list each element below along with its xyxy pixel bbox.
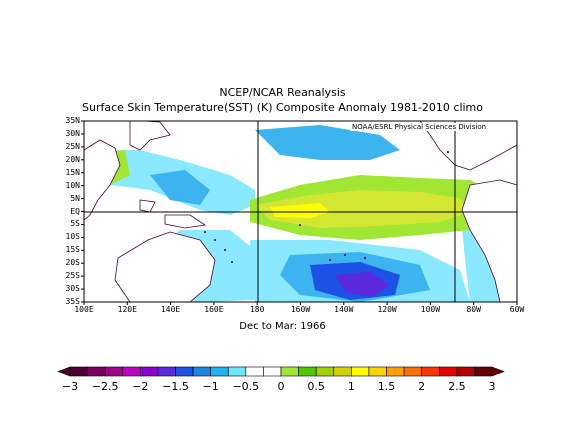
colorbar-tick-label: 0.5 xyxy=(307,380,325,393)
period-label: Dec to Mar: 1966 xyxy=(239,321,326,332)
colorbar-swatch xyxy=(157,366,176,377)
lat-label: 35N xyxy=(65,116,80,125)
colorbar-tick-label: 2 xyxy=(418,380,426,393)
colorbar-min-arrow xyxy=(57,366,71,377)
lon-label: 140E xyxy=(160,305,181,314)
colorbar-tick-label: 1 xyxy=(347,380,355,393)
lat-label: 20S xyxy=(65,258,80,268)
colorbar-tick-label: −0.5 xyxy=(232,380,260,393)
axis-ticks xyxy=(81,120,518,305)
colorbar-swatch xyxy=(87,366,106,377)
lat-label: 25N xyxy=(65,141,80,151)
lon-label: 180 xyxy=(249,305,265,314)
colorbar-tick-label: −2 xyxy=(132,380,149,393)
colorbar-swatch xyxy=(245,366,264,377)
colorbar-max-arrow xyxy=(491,366,505,377)
cool-region-north xyxy=(255,125,400,160)
lat-label: 10S xyxy=(65,232,80,242)
lat-label: 15S xyxy=(65,245,80,255)
colorbar-swatch xyxy=(386,366,405,377)
lon-label: 80W xyxy=(466,305,481,314)
lon-label: 100E xyxy=(74,305,94,314)
colorbar-tick-label: 2.5 xyxy=(448,380,466,393)
colorbar-tick-label: 1.5 xyxy=(377,380,396,393)
map-title-line2: Surface Skin Temperature(SST) (K) Compos… xyxy=(81,101,484,114)
colorbar-swatch xyxy=(104,366,124,377)
colorbar-swatch xyxy=(315,366,335,377)
new-guinea-land xyxy=(164,214,207,229)
colorbar-swatch xyxy=(368,366,387,377)
lon-label: 120W xyxy=(377,305,397,314)
colorbar-tick-label: −1.5 xyxy=(162,380,189,393)
colorbar-swatch xyxy=(474,366,493,377)
colorbar-swatch xyxy=(456,366,475,377)
south-america-land xyxy=(461,179,517,302)
credit-label: NOAA/ESRL Physical Sciences Division xyxy=(350,123,489,131)
colorbar-tick-label: −2.5 xyxy=(91,380,119,393)
colorbar-swatch xyxy=(351,366,370,377)
colorbar-tick-label: 0 xyxy=(277,380,285,393)
colorbar-swatch xyxy=(122,366,141,377)
lat-label: 15N xyxy=(65,167,80,177)
lon-label: 160E xyxy=(204,305,224,314)
colorbar-swatch xyxy=(210,366,229,377)
colorbar-tick-label: −1 xyxy=(202,380,219,393)
lon-label: 100W xyxy=(420,305,441,314)
islands xyxy=(204,151,449,263)
lon-label: 160W xyxy=(290,305,311,314)
colorbar-swatch xyxy=(280,366,299,377)
lon-label: 140W xyxy=(334,305,354,314)
lat-label: 20N xyxy=(65,154,80,164)
colorbar-swatch xyxy=(333,366,352,377)
map-field xyxy=(84,121,517,302)
colorbar-tick-label: 3 xyxy=(488,380,496,393)
lon-label: 120E xyxy=(117,305,137,314)
colorbar-swatch xyxy=(403,366,422,377)
lat-label: EQ xyxy=(70,206,80,216)
asia-land xyxy=(84,139,121,221)
lat-label: 5S xyxy=(70,219,80,229)
map-title-line1: NCEP/NCAR Reanalysis xyxy=(219,86,346,99)
colorbar-swatch xyxy=(192,366,211,377)
lat-label: 10N xyxy=(65,180,80,190)
colorbar-swatch xyxy=(438,366,458,377)
cool-region-nw-core xyxy=(150,170,210,205)
china-land xyxy=(129,121,171,151)
cool-region-south-peak xyxy=(335,272,390,297)
colorbar-swatch xyxy=(69,366,88,377)
colorbar-swatch xyxy=(298,366,317,377)
north-america-land xyxy=(419,121,517,171)
colorbar-swatch xyxy=(227,366,247,377)
colorbar-swatch xyxy=(140,366,159,377)
lat-label: 30N xyxy=(65,128,80,138)
colorbar-swatch xyxy=(263,366,282,377)
colorbar-swatch xyxy=(175,366,194,377)
colorbar-tick-label: −3 xyxy=(61,380,79,393)
australia-land xyxy=(114,231,216,302)
lat-label: 5N xyxy=(70,193,80,203)
colorbar-swatch xyxy=(421,366,440,377)
lat-label: 35S xyxy=(65,297,80,306)
lon-label: 60W xyxy=(509,305,525,314)
lat-label: 30S xyxy=(65,284,80,294)
warm-tongue-mid xyxy=(255,190,470,228)
warm-tongue-core xyxy=(270,203,330,218)
lat-label: 25S xyxy=(65,271,80,281)
